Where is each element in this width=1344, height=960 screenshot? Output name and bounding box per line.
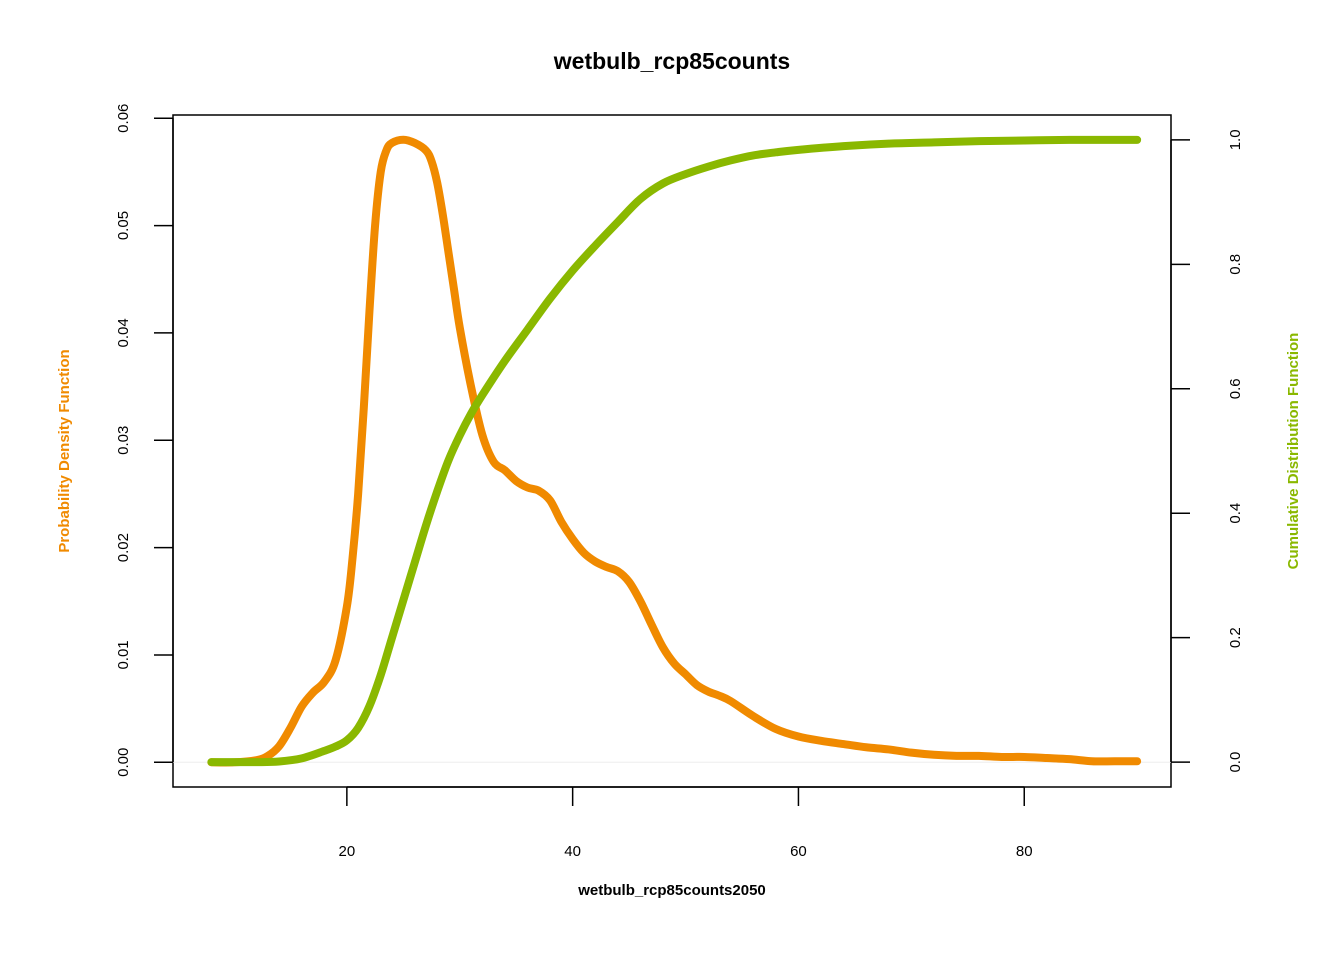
y-right-tick-label: 0.6 bbox=[1227, 378, 1244, 399]
x-tick-label: 80 bbox=[1016, 843, 1033, 860]
y-left-tick-label: 0.04 bbox=[115, 318, 132, 347]
x-tick-label: 40 bbox=[564, 843, 581, 860]
y-right-tick-label: 0.0 bbox=[1227, 752, 1244, 773]
y-right-tick-label: 0.8 bbox=[1227, 254, 1244, 275]
y-left-tick-label: 0.05 bbox=[115, 211, 132, 240]
y-right-tick-label: 1.0 bbox=[1227, 129, 1244, 150]
y-axis-right: 0.0 0.2 0.4 0.6 0.8 1.0 bbox=[1170, 129, 1244, 773]
x-tick-label: 20 bbox=[339, 843, 356, 860]
x-axis: 20 40 60 80 bbox=[339, 786, 1033, 860]
y-right-tick-label: 0.2 bbox=[1227, 627, 1244, 648]
y-axis-label-left: Probability Density Function bbox=[56, 349, 73, 552]
series-layer bbox=[207, 135, 1142, 767]
y-left-tick-label: 0.06 bbox=[115, 104, 132, 133]
x-axis-label: wetbulb_rcp85counts2050 bbox=[577, 882, 766, 899]
chart-title: wetbulb_rcp85counts bbox=[553, 48, 790, 74]
y-axis-left: 0.00 0.01 0.02 0.03 0.04 0.05 0.06 bbox=[115, 104, 174, 777]
y-axis-label-right: Cumulative Distribution Function bbox=[1285, 333, 1302, 570]
x-tick-label: 60 bbox=[790, 843, 807, 860]
y-left-tick-label: 0.00 bbox=[115, 748, 132, 777]
y-right-tick-label: 0.4 bbox=[1227, 503, 1244, 524]
y-left-tick-label: 0.01 bbox=[115, 640, 132, 669]
pdf-series-line bbox=[207, 135, 1142, 767]
y-left-tick-label: 0.02 bbox=[115, 533, 132, 562]
y-left-tick-label: 0.03 bbox=[115, 426, 132, 455]
cdf-series-line bbox=[207, 135, 1142, 767]
